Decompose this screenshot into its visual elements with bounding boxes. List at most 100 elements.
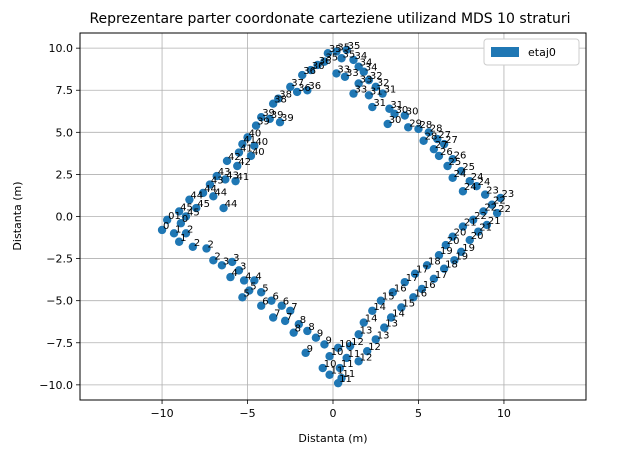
point-label: 7: [286, 312, 292, 323]
point-label: 27: [438, 130, 451, 141]
scatter-point: [450, 256, 459, 265]
point-label: 17: [435, 270, 448, 281]
point-label: 4: [255, 271, 261, 282]
scatter-point: [439, 264, 449, 273]
scatter-point: [219, 203, 228, 213]
scatter-point: [354, 330, 363, 339]
scatter-point: [480, 190, 490, 199]
point-label: 17: [406, 273, 419, 284]
scatter-point: [457, 166, 466, 176]
chart-title: Reprezentare parter coordonate cartezien…: [89, 11, 570, 27]
point-label: 7: [274, 309, 280, 320]
legend-swatch: [491, 47, 519, 57]
point-label: 26: [454, 150, 467, 161]
scatter-point: [448, 173, 457, 182]
scatter-point: [292, 87, 302, 97]
point-label: 22: [484, 202, 497, 213]
scatter-point: [434, 151, 444, 161]
point-label: 11: [341, 359, 354, 370]
scatter-point: [217, 261, 227, 270]
point-label: 35: [329, 44, 342, 55]
point-label: 16: [394, 283, 407, 294]
point-label: 27: [435, 140, 448, 151]
scatter-point: [238, 293, 247, 302]
scatter-point: [457, 247, 466, 257]
point-label: 11: [331, 366, 344, 377]
scatter-point: [205, 180, 215, 189]
y-tick-label: 2.5: [56, 168, 74, 181]
scatter-point: [301, 348, 310, 358]
scatter-point: [234, 266, 244, 275]
scatter-points: [157, 45, 505, 388]
scatter-point: [226, 272, 235, 282]
point-label: 2: [187, 224, 193, 235]
scatter-point: [233, 161, 242, 171]
scatter-point: [458, 187, 468, 196]
point-label: 32: [370, 71, 383, 82]
point-label: 23: [486, 186, 499, 197]
scatter-point: [212, 171, 221, 181]
scatter-point: [169, 229, 179, 238]
point-label: 14: [365, 314, 378, 325]
y-axis-label: Distanta (m): [11, 181, 24, 250]
point-label: 19: [440, 246, 453, 257]
point-label: 2: [194, 238, 200, 249]
y-tick-label: 0.0: [56, 211, 74, 224]
point-label: 31: [390, 100, 403, 111]
scatter-point: [209, 192, 218, 201]
point-label: 36: [319, 56, 332, 67]
point-label: 17: [416, 265, 429, 276]
scatter-point: [354, 62, 363, 71]
scatter-point: [246, 151, 256, 161]
scatter-point: [243, 133, 252, 142]
scatter-point: [368, 306, 377, 315]
scatter-point: [383, 119, 392, 129]
scatter-point: [433, 134, 442, 144]
scatter-point: [424, 128, 433, 137]
point-label: 24: [471, 172, 484, 183]
scatter-point: [417, 284, 427, 294]
scatter-point: [245, 286, 254, 295]
scatter-point: [349, 55, 358, 65]
scatter-point: [472, 181, 481, 191]
point-label: 20: [471, 231, 484, 242]
point-label: 44: [225, 199, 238, 210]
point-label: 0: [163, 221, 169, 232]
point-label: 33: [360, 75, 373, 86]
point-label: 8: [300, 315, 306, 326]
point-label: 36: [303, 66, 316, 77]
scatter-point: [185, 195, 194, 204]
grid: [80, 33, 586, 400]
point-label: 26: [440, 147, 453, 158]
point-label: 44: [204, 184, 217, 195]
point-label: 43: [211, 176, 224, 187]
point-label: 11: [348, 349, 361, 360]
scatter-point: [458, 222, 468, 231]
point-label: 23: [502, 189, 515, 200]
scatter-point: [202, 244, 211, 253]
y-tick-label: 10.0: [49, 42, 74, 55]
scatter-point: [320, 57, 329, 66]
legend: etaj0: [483, 38, 580, 66]
point-label: 12: [351, 337, 364, 348]
point-label: 45: [197, 199, 210, 210]
scatter-point: [386, 313, 396, 322]
point-label: 6: [272, 292, 278, 303]
point-label: 24: [454, 169, 467, 180]
point-label: 12: [360, 352, 373, 363]
point-label: 28: [419, 120, 432, 131]
point-label: 13: [360, 325, 373, 336]
scatter-point: [157, 225, 167, 235]
scatter-point: [409, 293, 418, 302]
scatter-point: [443, 161, 452, 171]
point-label: 8: [295, 324, 301, 335]
scatter-point: [162, 215, 172, 225]
point-label: 42: [228, 152, 241, 163]
x-tick-label: 0: [330, 407, 337, 420]
point-label: 39: [271, 110, 284, 121]
point-label: 41: [240, 144, 253, 155]
scatter-point: [359, 67, 368, 76]
scatter-point: [209, 256, 218, 265]
scatter-point: [422, 261, 432, 270]
